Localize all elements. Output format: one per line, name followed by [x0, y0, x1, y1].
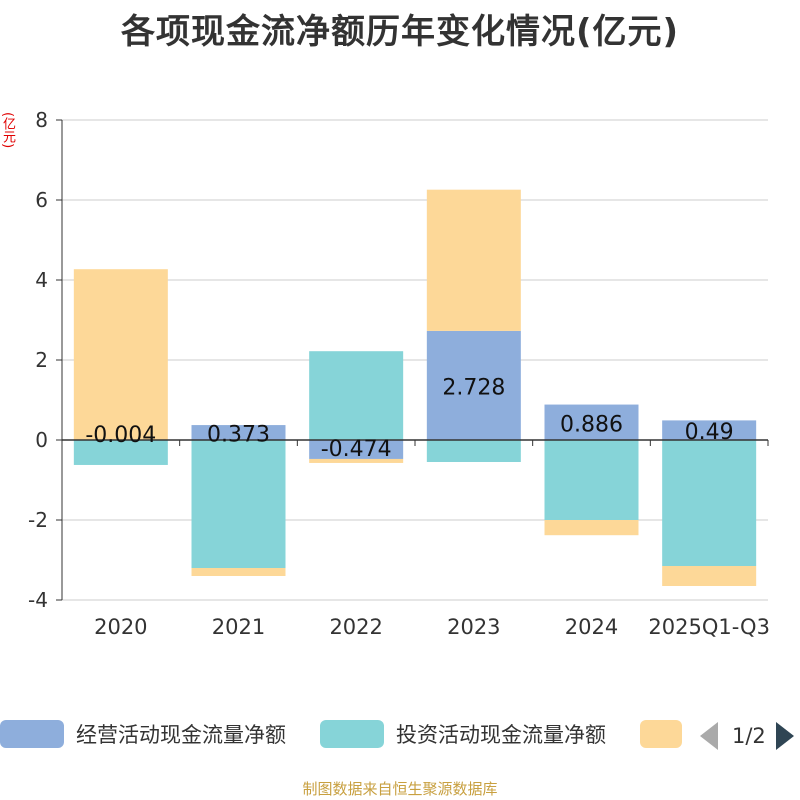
data-source-footer: 制图数据来自恒生聚源数据库	[302, 780, 498, 798]
legend-label-investing: 投资活动现金流量净额	[396, 723, 606, 747]
y-tick-label: 8	[35, 108, 48, 132]
y-tick-label: -2	[28, 508, 48, 532]
bar-financing	[191, 568, 286, 576]
x-tick-label: 2024	[565, 615, 618, 639]
y-tick-label: 6	[35, 188, 48, 212]
x-tick-label: 2022	[329, 615, 382, 639]
x-tick-label: 2025Q1-Q3	[648, 615, 770, 639]
legend-swatch-financing	[640, 720, 682, 748]
bar-financing	[426, 189, 521, 331]
bar-financing	[309, 458, 404, 463]
x-tick-label: 2021	[212, 615, 265, 639]
legend-item-operating[interactable]: 经营活动现金流量净额	[0, 718, 286, 750]
data-label: 0.373	[207, 423, 270, 448]
bar-financing	[662, 566, 757, 586]
data-label: -0.474	[321, 437, 392, 462]
bar-operating	[309, 440, 404, 459]
data-label: 2.728	[442, 375, 505, 400]
legend-swatch-investing	[320, 720, 384, 748]
x-tick-label: 2020	[94, 615, 147, 639]
data-label: 0.886	[560, 412, 623, 437]
y-tick-label: 0	[35, 428, 48, 452]
legend-page-indicator: 1/2	[732, 724, 766, 748]
bar-investing	[309, 351, 404, 440]
legend-next-page-icon[interactable]	[775, 722, 794, 750]
legend-pager: 1/2	[700, 720, 794, 752]
legend-item-investing[interactable]: 投资活动现金流量净额	[320, 718, 606, 750]
chart-canvas: -4 -2 0 2 4 6 8 -0.004 0.373 -0.474 2.728 0.886 0.49…	[28, 108, 770, 639]
bar-investing	[426, 440, 521, 462]
legend-prev-page-icon[interactable]	[700, 722, 718, 750]
bar-financing	[544, 520, 639, 536]
legend-label-operating: 经营活动现金流量净额	[76, 723, 286, 747]
legend-item-financing[interactable]	[640, 718, 682, 750]
y-tick-label: -4	[28, 588, 48, 612]
bar-investing	[662, 440, 757, 566]
y-tick-label: 2	[35, 348, 48, 372]
chart-title: 各项现金流净额历年变化情况(亿元)	[120, 12, 680, 52]
y-axis-unit-label: (亿元)	[0, 112, 15, 149]
bar-investing	[191, 440, 286, 568]
data-label: -0.004	[85, 423, 156, 448]
bar-investing	[544, 440, 639, 520]
bar-operating	[191, 425, 286, 440]
x-tick-label: 2023	[447, 615, 500, 639]
bar-financing	[73, 269, 168, 440]
bar-operating	[426, 330, 521, 440]
bar-operating	[544, 404, 639, 440]
bar-investing	[73, 440, 168, 465]
bar-operating	[662, 420, 757, 440]
legend-swatch-operating	[0, 720, 64, 748]
data-label: 0.49	[685, 420, 734, 445]
y-tick-label: 4	[35, 268, 48, 292]
legend: 经营活动现金流量净额 投资活动现金流量净额 1/2	[0, 716, 800, 752]
